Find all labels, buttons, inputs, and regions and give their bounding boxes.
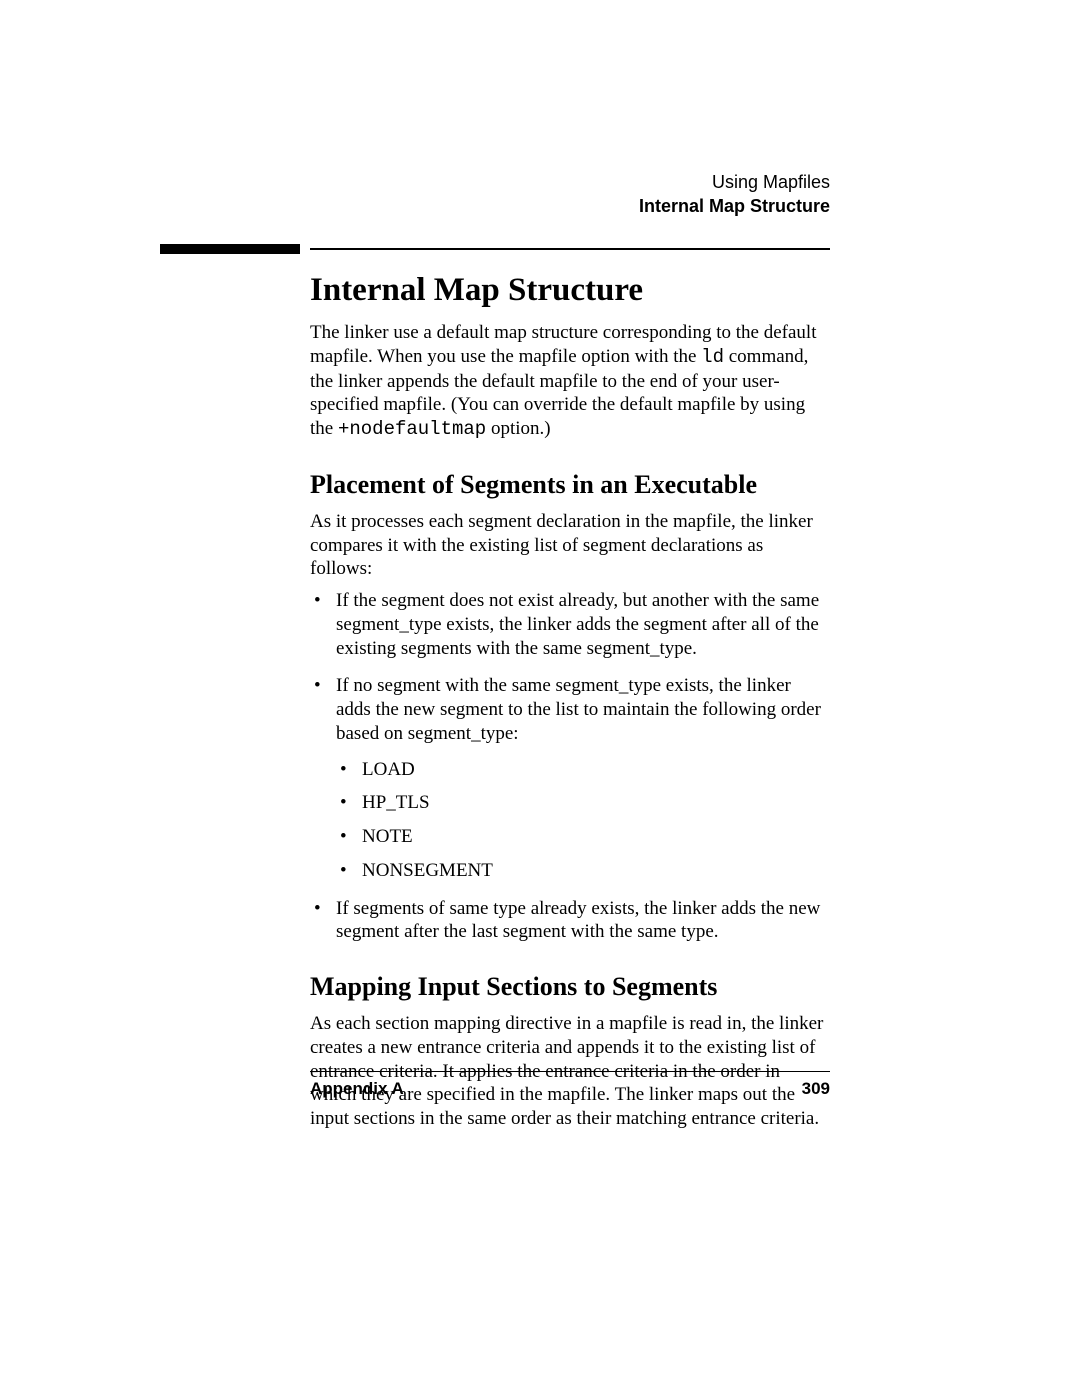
section1-lead: As it processes each segment declaration… [310, 510, 830, 581]
code-ld: ld [701, 346, 724, 368]
list-item-text: If no segment with the same segment_type… [336, 675, 821, 744]
footer-left: Appendix A [310, 1079, 404, 1099]
divider-thick-bar [160, 244, 300, 254]
page-title: Internal Map Structure [310, 272, 830, 309]
footer-divider [310, 1071, 830, 1073]
footer-page-number: 309 [802, 1079, 830, 1099]
running-header-line1: Using Mapfiles [639, 170, 830, 194]
section1-heading: Placement of Segments in an Executable [310, 470, 830, 500]
list-item: NOTE [362, 825, 830, 849]
list-item: HP_TLS [362, 791, 830, 815]
page-footer: Appendix A 309 [310, 1079, 830, 1099]
list-item: If no segment with the same segment_type… [336, 674, 830, 882]
intro-post: option.) [486, 418, 550, 439]
header-divider [160, 244, 830, 260]
list-item: LOAD [362, 758, 830, 782]
content-area: Internal Map Structure The linker use a … [310, 272, 830, 1139]
list-item: If segments of same type already exists,… [336, 897, 830, 945]
running-header: Using Mapfiles Internal Map Structure [639, 170, 830, 219]
list-item: NONSEGMENT [362, 859, 830, 883]
section2-heading: Mapping Input Sections to Segments [310, 972, 830, 1002]
code-nodefaultmap: +nodefaultmap [338, 418, 486, 440]
list-item: If the segment does not exist already, b… [336, 589, 830, 660]
section1-sub-bullet-list: LOAD HP_TLS NOTE NONSEGMENT [336, 758, 830, 883]
page: Using Mapfiles Internal Map Structure In… [0, 0, 1080, 1397]
intro-paragraph: The linker use a default map structure c… [310, 321, 830, 442]
running-header-line2: Internal Map Structure [639, 194, 830, 218]
section1-bullet-list: If the segment does not exist already, b… [310, 589, 830, 944]
divider-thin-line [310, 248, 830, 250]
